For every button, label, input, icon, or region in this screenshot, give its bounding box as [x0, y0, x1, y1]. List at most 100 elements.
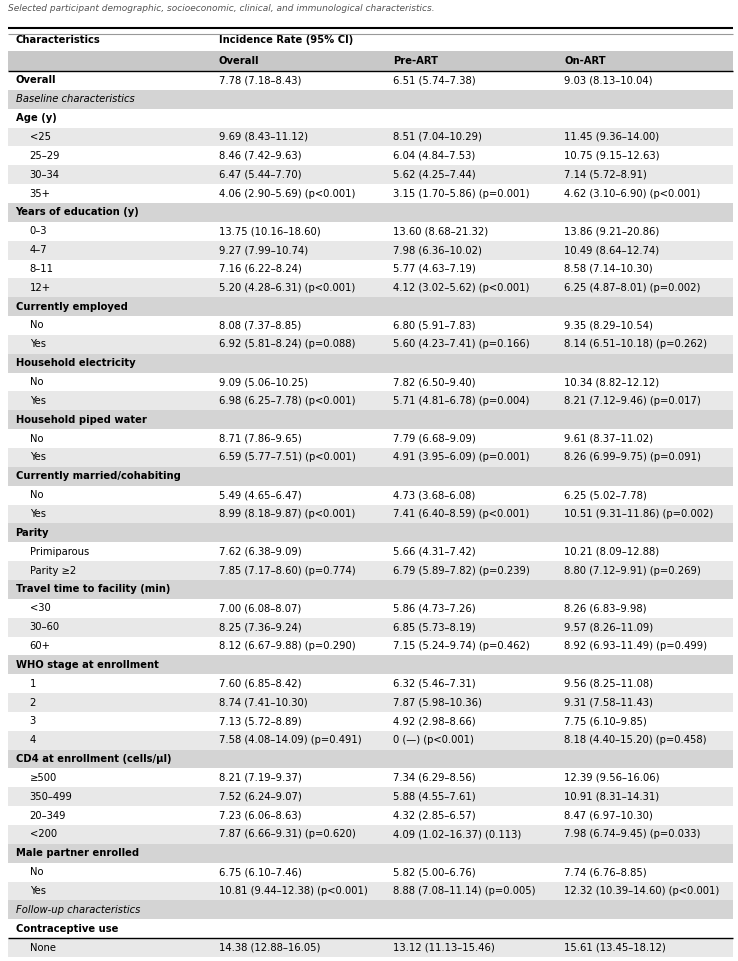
- Text: 9.09 (5.06–10.25): 9.09 (5.06–10.25): [218, 377, 308, 387]
- Text: Yes: Yes: [30, 396, 46, 406]
- Text: 4.09 (1.02–16.37) (0.113): 4.09 (1.02–16.37) (0.113): [393, 829, 521, 840]
- Text: 8.12 (6.67–9.88) (p=0.290): 8.12 (6.67–9.88) (p=0.290): [218, 641, 355, 651]
- Text: No: No: [30, 433, 43, 444]
- Text: 13.75 (10.16–18.60): 13.75 (10.16–18.60): [218, 226, 320, 236]
- Text: Characteristics: Characteristics: [15, 35, 100, 45]
- Bar: [8, 335, 733, 354]
- Text: <25: <25: [30, 132, 51, 142]
- Text: 30–60: 30–60: [30, 622, 60, 632]
- Bar: [8, 259, 733, 279]
- Bar: [8, 806, 733, 825]
- Text: Currently married/cohabiting: Currently married/cohabiting: [15, 471, 181, 481]
- Text: 10.34 (8.82–12.12): 10.34 (8.82–12.12): [565, 377, 660, 387]
- Text: 7.98 (6.36–10.02): 7.98 (6.36–10.02): [393, 245, 481, 255]
- Text: 6.32 (5.46–7.31): 6.32 (5.46–7.31): [393, 678, 475, 689]
- Text: 30–34: 30–34: [30, 170, 60, 180]
- Text: ≥500: ≥500: [30, 773, 57, 783]
- Text: 8.92 (6.93–11.49) (p=0.499): 8.92 (6.93–11.49) (p=0.499): [565, 641, 708, 651]
- Bar: [8, 920, 733, 938]
- Text: 7.41 (6.40–8.59) (p<0.001): 7.41 (6.40–8.59) (p<0.001): [393, 509, 529, 519]
- Text: 7.15 (5.24–9.74) (p=0.462): 7.15 (5.24–9.74) (p=0.462): [393, 641, 529, 651]
- Text: Contraceptive use: Contraceptive use: [15, 924, 118, 934]
- Text: 7.87 (6.66–9.31) (p=0.620): 7.87 (6.66–9.31) (p=0.620): [218, 829, 356, 840]
- Bar: [8, 693, 733, 712]
- Text: 5.20 (4.28–6.31) (p<0.001): 5.20 (4.28–6.31) (p<0.001): [218, 283, 355, 293]
- Text: 10.51 (9.31–11.86) (p=0.002): 10.51 (9.31–11.86) (p=0.002): [565, 509, 714, 519]
- Bar: [8, 712, 733, 730]
- Text: 6.47 (5.44–7.70): 6.47 (5.44–7.70): [218, 170, 301, 180]
- Bar: [8, 297, 733, 316]
- Text: 13.12 (11.13–15.46): 13.12 (11.13–15.46): [393, 943, 494, 952]
- Text: 8.18 (4.40–15.20) (p=0.458): 8.18 (4.40–15.20) (p=0.458): [565, 735, 707, 745]
- Text: 7.87 (5.98–10.36): 7.87 (5.98–10.36): [393, 698, 481, 707]
- Text: 9.03 (8.13–10.04): 9.03 (8.13–10.04): [565, 75, 653, 86]
- Bar: [8, 787, 733, 806]
- Text: 13.60 (8.68–21.32): 13.60 (8.68–21.32): [393, 226, 488, 236]
- Text: 35+: 35+: [30, 188, 51, 199]
- Bar: [8, 825, 733, 844]
- Text: 6.25 (4.87–8.01) (p=0.002): 6.25 (4.87–8.01) (p=0.002): [565, 283, 701, 293]
- Text: 4.92 (2.98–8.66): 4.92 (2.98–8.66): [393, 716, 475, 727]
- Bar: [8, 391, 733, 410]
- Text: 8.26 (6.83–9.98): 8.26 (6.83–9.98): [565, 604, 647, 613]
- Text: 7.98 (6.74–9.45) (p=0.033): 7.98 (6.74–9.45) (p=0.033): [565, 829, 701, 840]
- Text: 5.82 (5.00–6.76): 5.82 (5.00–6.76): [393, 867, 475, 877]
- Text: 6.25 (5.02–7.78): 6.25 (5.02–7.78): [565, 490, 647, 500]
- Bar: [8, 146, 733, 165]
- Bar: [8, 165, 733, 185]
- Bar: [8, 618, 733, 636]
- Text: None: None: [30, 943, 55, 952]
- Text: 7.62 (6.38–9.09): 7.62 (6.38–9.09): [218, 547, 301, 556]
- Text: Follow-up characteristics: Follow-up characteristics: [15, 905, 140, 915]
- Text: Overall: Overall: [218, 56, 259, 66]
- Text: 8.74 (7.41–10.30): 8.74 (7.41–10.30): [218, 698, 307, 707]
- Text: Household piped water: Household piped water: [15, 415, 147, 425]
- Text: 8.58 (7.14–10.30): 8.58 (7.14–10.30): [565, 264, 653, 274]
- Bar: [8, 938, 733, 957]
- Text: 0–3: 0–3: [30, 226, 47, 236]
- Text: Household electricity: Household electricity: [15, 358, 135, 368]
- Text: 6.75 (6.10–7.46): 6.75 (6.10–7.46): [218, 867, 301, 877]
- Text: Yes: Yes: [30, 886, 46, 896]
- Bar: [8, 675, 733, 693]
- Text: 4.91 (3.95–6.09) (p=0.001): 4.91 (3.95–6.09) (p=0.001): [393, 453, 529, 462]
- Text: 6.51 (5.74–7.38): 6.51 (5.74–7.38): [393, 75, 475, 86]
- Bar: [8, 636, 733, 655]
- Bar: [8, 542, 733, 561]
- Text: 10.49 (8.64–12.74): 10.49 (8.64–12.74): [565, 245, 660, 255]
- Text: Age (y): Age (y): [15, 113, 56, 123]
- Text: 7.58 (4.08–14.09) (p=0.491): 7.58 (4.08–14.09) (p=0.491): [218, 735, 361, 745]
- Text: 7.13 (5.72–8.89): 7.13 (5.72–8.89): [218, 716, 301, 727]
- Bar: [8, 240, 733, 259]
- Bar: [8, 316, 733, 335]
- Text: 8.21 (7.19–9.37): 8.21 (7.19–9.37): [218, 773, 301, 783]
- Text: On-ART: On-ART: [565, 56, 606, 66]
- Text: 5.71 (4.81–6.78) (p=0.004): 5.71 (4.81–6.78) (p=0.004): [393, 396, 529, 406]
- Text: 12.39 (9.56–16.06): 12.39 (9.56–16.06): [565, 773, 660, 783]
- Bar: [8, 485, 733, 505]
- Text: Yes: Yes: [30, 339, 46, 350]
- Text: 9.56 (8.25–11.08): 9.56 (8.25–11.08): [565, 678, 653, 689]
- Text: 8.21 (7.12–9.46) (p=0.017): 8.21 (7.12–9.46) (p=0.017): [565, 396, 701, 406]
- Text: 9.57 (8.26–11.09): 9.57 (8.26–11.09): [565, 622, 654, 632]
- Bar: [8, 448, 733, 467]
- Bar: [8, 750, 733, 769]
- Bar: [8, 109, 733, 128]
- Text: 25–29: 25–29: [30, 151, 60, 160]
- Text: 4.62 (3.10–6.90) (p<0.001): 4.62 (3.10–6.90) (p<0.001): [565, 188, 700, 199]
- Bar: [8, 900, 733, 920]
- Text: <30: <30: [30, 604, 50, 613]
- Text: 7.78 (7.18–8.43): 7.78 (7.18–8.43): [218, 75, 301, 86]
- Text: Primiparous: Primiparous: [30, 547, 89, 556]
- Bar: [8, 505, 733, 524]
- Text: 10.91 (8.31–14.31): 10.91 (8.31–14.31): [565, 792, 660, 801]
- Text: 8.46 (7.42–9.63): 8.46 (7.42–9.63): [218, 151, 301, 160]
- Bar: [8, 467, 733, 485]
- Text: 12.32 (10.39–14.60) (p<0.001): 12.32 (10.39–14.60) (p<0.001): [565, 886, 720, 896]
- Text: 6.85 (5.73–8.19): 6.85 (5.73–8.19): [393, 622, 475, 632]
- Text: 3.15 (1.70–5.86) (p=0.001): 3.15 (1.70–5.86) (p=0.001): [393, 188, 529, 199]
- Text: <200: <200: [30, 829, 57, 840]
- Bar: [8, 844, 733, 863]
- Text: 8.14 (6.51–10.18) (p=0.262): 8.14 (6.51–10.18) (p=0.262): [565, 339, 708, 350]
- Text: 8.08 (7.37–8.85): 8.08 (7.37–8.85): [218, 320, 301, 331]
